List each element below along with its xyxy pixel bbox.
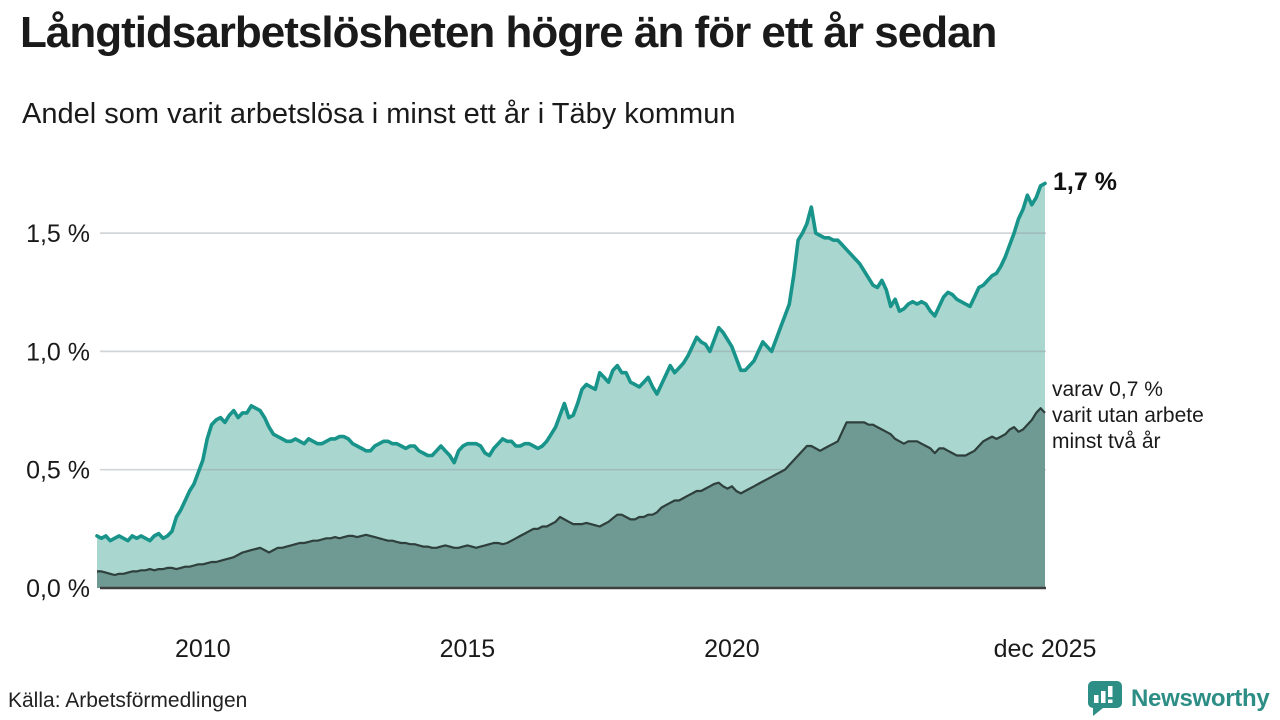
- y-tick-label: 0,5 %: [26, 457, 90, 485]
- annotation-line-2: varit utan arbete: [1052, 404, 1204, 427]
- annotation-line-3: minst två år: [1052, 430, 1161, 453]
- y-tick-label: 1,0 %: [26, 338, 90, 366]
- newsworthy-logo: Newsworthy: [1086, 680, 1270, 718]
- page-title: Långtidsarbetslösheten högre än för ett …: [20, 8, 997, 57]
- y-tick-label: 1,5 %: [26, 220, 90, 248]
- series-line-min-two-years: [97, 407, 1046, 577]
- x-tick-label: dec 2025: [994, 635, 1097, 663]
- series-area-min-two-years: [97, 408, 1045, 588]
- end-value-label-two-years: varav 0,7 % varit utan arbete minst två …: [1052, 377, 1204, 455]
- y-tick-label: 0,0 %: [26, 575, 90, 603]
- newsworthy-wordmark: Newsworthy: [1131, 685, 1270, 712]
- series-line-min-one-year: [95, 181, 1047, 543]
- chart-subtitle: Andel som varit arbetslösa i minst ett å…: [22, 98, 736, 130]
- x-tick-label: 2010: [175, 635, 231, 663]
- end-value-label-one-year: 1,7 %: [1053, 168, 1117, 196]
- source-credit: Källa: Arbetsförmedlingen: [8, 689, 248, 712]
- unemployment-area-chart: 0,0 % 0,5 % 1,0 % 1,5 % 2010 2015 2020 dec 2025: [26, 181, 1097, 663]
- newsworthy-bubble-icon: [1088, 681, 1122, 716]
- annotation-line-1: varav 0,7 %: [1052, 378, 1163, 401]
- x-tick-label: 2020: [704, 635, 760, 663]
- x-tick-label: 2015: [440, 635, 496, 663]
